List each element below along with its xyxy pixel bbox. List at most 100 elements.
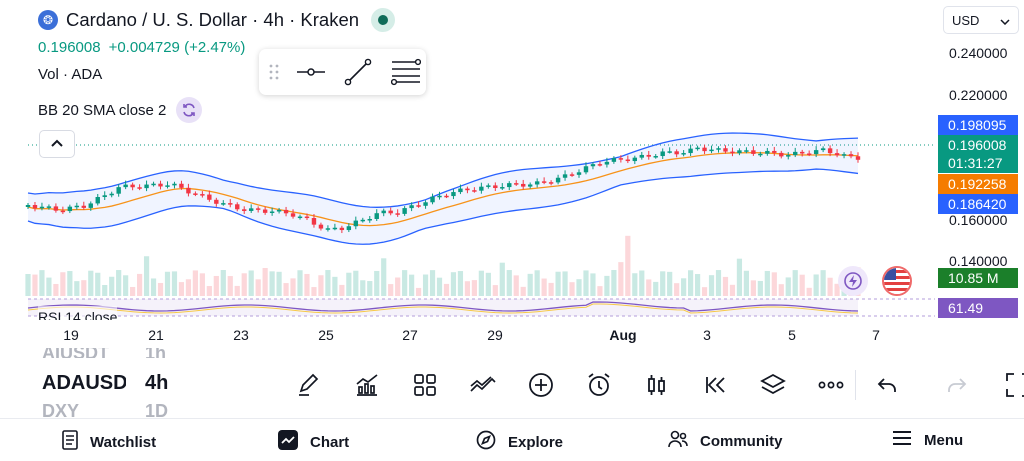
volume-bar [681,278,687,296]
layers-icon[interactable] [744,368,802,402]
volume-bar [555,271,561,296]
candle-body [779,152,784,157]
symbol-legend[interactable]: ❂ Cardano / U. S. Dollar · 4h · Kraken [38,8,396,32]
timeframe-option-prev[interactable]: 1h [145,348,167,358]
volume-bar [171,271,178,296]
currency-select[interactable]: USD [943,6,1019,34]
candle-body [841,154,847,156]
candle-body [514,183,519,185]
nav-watchlist[interactable]: Watchlist [62,430,156,454]
x-axis-tick: 7 [872,327,880,343]
replay-icon[interactable] [628,368,686,402]
candle-body [625,159,631,162]
volume-bar [667,271,673,296]
symbol-option-prev[interactable]: AIUSDT [42,348,109,358]
horizontal-line-tool-icon[interactable] [297,57,325,87]
nav-explore[interactable]: Explore [476,430,563,454]
candle-body [660,151,665,157]
candle-body [521,183,526,187]
nav-watchlist-label: Watchlist [90,433,157,451]
nav-menu[interactable]: Menu [892,430,963,450]
symbol-option-next[interactable]: DXY [42,401,80,418]
market-status-icon[interactable] [371,8,396,32]
volume-bar [311,287,317,296]
candle-body [214,199,219,204]
bolt-icon[interactable] [838,266,868,296]
x-axis-tick: 23 [233,327,249,343]
candle-body [207,194,212,200]
us-flag-icon[interactable] [882,266,912,296]
volume-bar [220,270,226,296]
fib-levels-tool-icon[interactable] [391,57,421,87]
add-icon[interactable] [512,368,570,402]
volume-bar [136,273,143,296]
volume-bar [757,280,763,296]
drag-handle-icon[interactable] [269,57,279,87]
bollinger-basis-line [27,152,859,227]
loading-refresh-icon [176,97,203,123]
fullscreen-icon[interactable] [998,368,1024,402]
bollinger-upper-line [27,132,859,208]
volume-indicator-label[interactable]: Vol · ADA [38,66,103,83]
candle-body [716,148,721,150]
more-icon[interactable] [802,368,860,402]
alert-icon[interactable] [570,368,628,402]
volume-bar [450,272,457,296]
candle-body [200,194,205,196]
rewind-icon[interactable] [686,368,744,402]
candle-body [304,216,310,219]
candle-body [695,147,700,150]
timeframe-picker[interactable]: 1h 4h 1D [145,348,185,418]
candle-body [813,150,819,155]
indicators-icon[interactable] [338,368,396,402]
nav-chart[interactable]: Chart [278,430,349,454]
x-axis-tick: 21 [148,327,164,343]
candle-body [332,227,338,230]
volume-bar [492,285,498,296]
candle-body [186,187,191,194]
volume-bar [325,270,331,296]
templates-icon[interactable] [396,368,454,402]
volume-bar [381,258,387,296]
price-chart[interactable] [0,0,1024,352]
candle-body [325,228,331,230]
symbol-picker[interactable]: AIUSDT ADAUSD DXY [42,348,132,418]
redo-icon[interactable] [928,368,986,402]
volume-bar [485,272,491,296]
drawing-floating-toolbar[interactable] [259,49,426,95]
bollinger-indicator-label[interactable]: BB 20 SMA close 2 [38,97,203,123]
volume-bar [625,235,631,296]
basis-tag: 0.192258 [938,174,1018,194]
compass-icon [476,430,496,454]
volume-bar [395,277,401,296]
collapse-legend-button[interactable] [39,130,75,158]
volume-bar [639,270,645,296]
y-axis-tick: 0.160000 [949,212,1008,228]
rsi-indicator-label[interactable]: RSI 14 close [38,306,118,320]
candle-body [88,203,93,208]
trend-line-tool-icon[interactable] [343,57,373,87]
timeframe-option-next[interactable]: 1D [145,401,169,418]
timeframe-option-current[interactable]: 4h [145,372,169,394]
pencil-icon[interactable] [280,368,338,402]
volume-bar [157,282,164,296]
compare-icon[interactable] [454,368,512,402]
candle-body [67,206,73,212]
candle-body [276,209,282,212]
candle-body [597,164,603,166]
y-axis-tick: 0.220000 [949,87,1008,103]
volume-bar [764,270,770,296]
volume-bar [39,270,45,296]
candle-body [737,150,742,154]
candle-body [800,151,805,154]
volume-bar [694,274,701,296]
candle-body [534,181,540,185]
undo-icon[interactable] [868,368,906,402]
candle-body [493,185,498,189]
x-axis-tick: 19 [63,327,79,343]
symbol-option-current[interactable]: ADAUSD [42,372,126,394]
volume-bar [499,262,505,296]
volume-bar [799,274,805,296]
nav-community[interactable]: Community [668,430,783,452]
candle-body [262,209,268,213]
